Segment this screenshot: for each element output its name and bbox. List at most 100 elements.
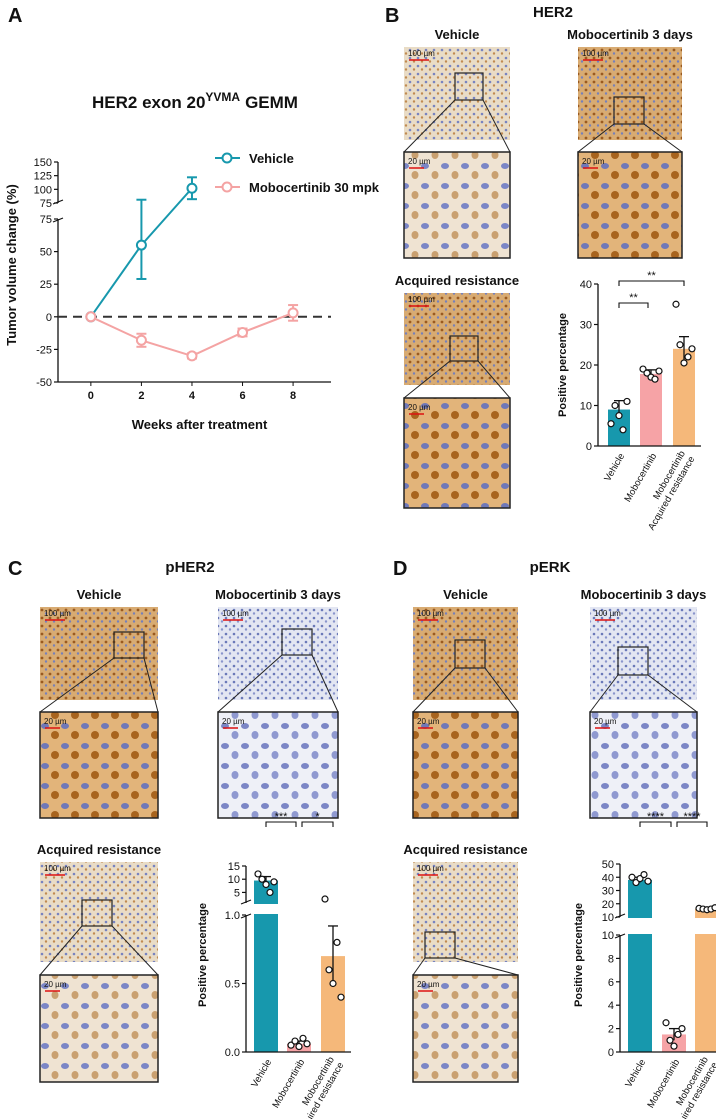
scale-bar-label: 20 µm <box>44 717 67 726</box>
micrograph-zoom <box>403 397 511 509</box>
y-tick-label: 8 <box>608 953 614 965</box>
axis-break <box>240 913 252 919</box>
data-point <box>303 1040 311 1048</box>
micrograph <box>404 47 510 140</box>
bar <box>628 879 652 1052</box>
scale-bar-label: 100 µm <box>417 864 444 873</box>
y-tick-label: 10 <box>580 401 592 413</box>
marker <box>186 182 198 194</box>
zoom-box <box>81 899 113 927</box>
significance-bracket <box>618 280 685 286</box>
x-tick-label: 4 <box>189 390 196 402</box>
data-point <box>680 359 688 367</box>
y-tick-label: 75 <box>40 198 52 210</box>
data-point <box>670 1042 678 1050</box>
scale-bar-label: 20 µm <box>417 980 440 989</box>
significance-label: * <box>315 811 320 823</box>
data-point <box>262 880 270 889</box>
legend-marker <box>221 181 233 193</box>
y-tick-label: 40 <box>580 279 592 291</box>
data-point <box>662 1019 670 1027</box>
y-tick-label: -50 <box>36 377 52 389</box>
data-point <box>623 397 631 406</box>
micrograph-zoom <box>412 711 519 819</box>
x-tick-label: Vehicle <box>623 1058 648 1090</box>
data-point <box>607 420 615 428</box>
scale-bar-label: 20 µm <box>44 980 67 989</box>
data-point <box>684 353 692 361</box>
series-line <box>90 311 294 357</box>
micrograph <box>40 607 158 700</box>
y-axis-label: Positive percentage <box>557 313 569 417</box>
data-point <box>651 375 659 383</box>
x-tick-label-line: Vehicle <box>602 452 627 484</box>
break-gap <box>247 904 358 914</box>
zoom-box <box>113 631 145 659</box>
panel-label: D <box>393 558 407 580</box>
zoom-connector <box>643 123 683 153</box>
zoom-box <box>281 628 313 656</box>
y-tick-label: 0 <box>46 312 52 324</box>
panel-title: HER2 <box>533 4 573 21</box>
marker <box>135 334 147 346</box>
x-tick-label: 0 <box>88 390 94 402</box>
y-tick-label: 25 <box>40 279 52 291</box>
micrograph-zoom <box>39 974 159 1083</box>
marker <box>135 239 147 251</box>
micrograph <box>590 607 697 700</box>
scale-bar-label: 100 µm <box>44 609 71 618</box>
y-tick-label: 50 <box>602 859 614 871</box>
scale-bar-label: 100 µm <box>408 295 435 304</box>
scale-bar-label: 20 µm <box>222 717 245 726</box>
scale-bar-label: 100 µm <box>44 864 71 873</box>
y-tick-label: 1.0 <box>225 910 240 922</box>
micrograph <box>404 293 510 385</box>
legend-label: Vehicle <box>249 151 294 166</box>
zoom-connector <box>143 657 159 713</box>
panel-label: B <box>385 5 399 27</box>
axis-break <box>614 933 626 939</box>
x-tick-label: Vehicle <box>602 452 627 484</box>
data-point <box>678 1024 686 1033</box>
y-tick-label: 75 <box>40 214 52 226</box>
significance-label: ** <box>629 292 638 304</box>
data-point <box>611 401 619 410</box>
bar <box>695 909 716 1052</box>
zoom-connector <box>484 667 519 713</box>
scale-bar-label: 100 µm <box>594 609 621 618</box>
y-tick-label: 5 <box>234 887 240 899</box>
scale-bar-label: 20 µm <box>408 157 431 166</box>
data-point <box>666 1036 674 1044</box>
zoom-connector <box>477 360 511 399</box>
x-tick-label: 8 <box>290 390 296 402</box>
marker <box>186 350 198 362</box>
zoom-connector <box>403 99 456 153</box>
y-tick-label: 30 <box>580 320 592 332</box>
scale-bar-label: 100 µm <box>222 609 249 618</box>
data-point <box>628 873 636 881</box>
image-label: Mobocertinib 3 days <box>581 587 707 602</box>
scale-bar-label: 100 µm <box>417 609 444 618</box>
micrograph <box>413 862 518 962</box>
x-tick-label: 2 <box>138 390 144 402</box>
zoom-box <box>613 96 645 125</box>
axis-break <box>52 217 64 223</box>
x-tick-label-line: Vehicle <box>249 1058 274 1090</box>
bar <box>608 409 630 446</box>
bar <box>673 348 695 446</box>
axis-break <box>52 199 64 205</box>
y-tick-label: 150 <box>34 157 52 169</box>
image-label: Acquired resistance <box>37 842 161 857</box>
marker <box>237 326 249 338</box>
micrograph-zoom <box>589 711 698 819</box>
y-tick-label: 4 <box>608 1000 614 1012</box>
scale-bar-label: 20 µm <box>408 403 431 412</box>
data-point <box>615 412 623 420</box>
data-point <box>655 367 663 375</box>
data-point <box>337 993 345 1001</box>
micrograph-zoom <box>403 151 511 259</box>
break-gap <box>621 918 716 934</box>
zoom-connector <box>39 925 83 976</box>
panel-label: A <box>8 5 22 27</box>
data-point <box>711 904 716 912</box>
